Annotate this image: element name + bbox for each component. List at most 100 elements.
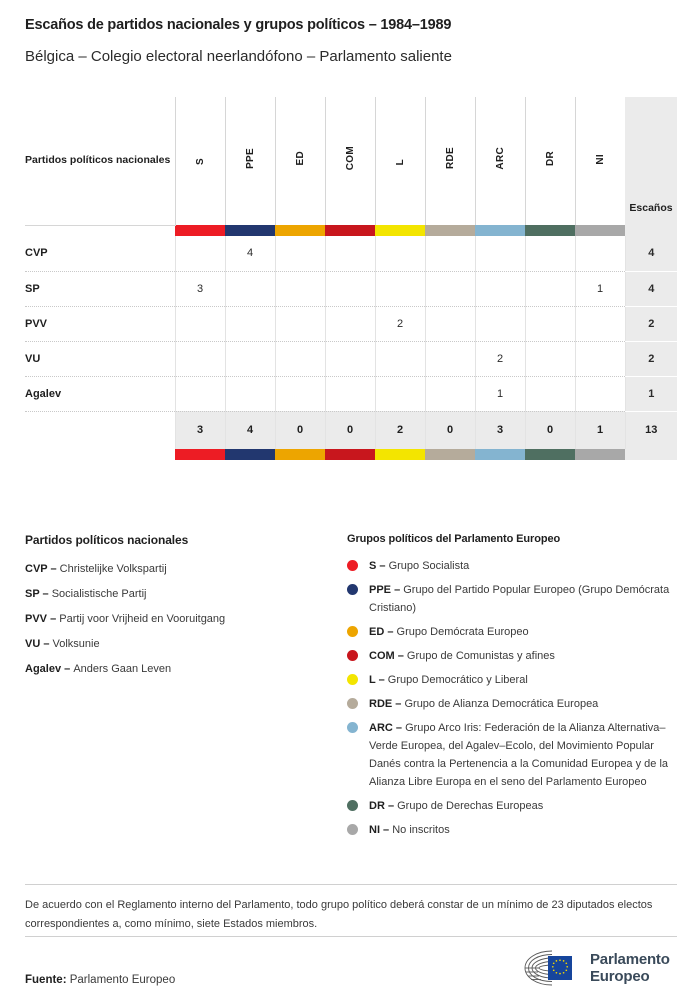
national-parties-legend: Partidos políticos nacionales CVP – Chri… [25,533,325,685]
column-total-cell: 2 [374,411,425,449]
seat-cell [524,271,575,307]
group-column-header-l: L [374,97,425,225]
seat-cell [524,341,575,377]
color-swatch [375,225,425,236]
legend-name: No inscritos [392,824,450,836]
legend-abbr: COM – [369,650,407,662]
legend-text: COM – Grupo de Comunistas y afines [369,647,555,665]
table-foot: 3 4 0 0 2 0 3 0 1 13 [25,411,677,460]
legend-text: S – Grupo Socialista [369,557,469,575]
color-swatch [175,449,225,460]
legend-color-dot-icon [347,722,358,733]
ep-logo-line2: Europeo [590,968,650,985]
national-party-legend-item: CVP – Christelijke Volkspartij [25,560,325,578]
color-swatch [525,225,575,236]
seat-cell [224,306,275,342]
seat-cell [424,306,475,342]
legend-name: Partij voor Vrijheid en Vooruitgang [59,613,226,625]
group-color-cell-bottom-arc [475,449,525,460]
seats-table-container: Partidos políticos nacionales S PPE ED COM L… [25,97,677,460]
legend-abbr: VU – [25,638,53,650]
seat-cell: 3 [174,271,225,307]
row-total-cell: 4 [624,236,677,272]
group-color-cell-bottom-l [375,449,425,460]
seat-cell [574,236,625,272]
party-column-header: Partidos políticos nacionales [25,97,175,226]
source-value: Parlamento Europeo [66,974,176,986]
source-line: Fuente: Parlamento Europeo [25,974,175,986]
group-column-header-ppe: PPE [224,97,275,225]
group-color-cell-com [325,225,375,236]
column-total-cell: 3 [174,411,225,449]
political-group-legend-item: PPE – Grupo del Partido Popular Europeo … [347,581,677,617]
page-title: Escaños de partidos nacionales y grupos … [25,17,452,33]
seat-cell [324,236,375,272]
seats-table: Partidos políticos nacionales S PPE ED COM L… [25,97,677,460]
row-party-label: SP [25,271,175,307]
seat-cell: 4 [224,236,275,272]
ep-logo-wordmark: Parlamento Europeo [590,951,670,985]
national-party-legend-item: PVV – Partij voor Vrijheid en Vooruitgan… [25,610,325,628]
legend-abbr: Agalev – [25,663,74,675]
seat-cell [324,306,375,342]
seat-cell [174,236,225,272]
seat-cell [274,306,325,342]
legend-name: Grupo Socialista [388,560,470,572]
seat-cell: 2 [474,341,525,377]
group-color-cell-ed [275,225,325,236]
group-color-cell-rde [425,225,475,236]
legend-name: Grupo Demócrata Europeo [396,626,529,638]
group-color-cell-bottom-ni [575,449,625,460]
color-swatch [275,449,325,460]
seat-cell [274,236,325,272]
group-column-header-label: ED [294,151,306,166]
legend-abbr: ARC – [369,722,406,734]
color-swatch [225,449,275,460]
seat-cell [224,271,275,307]
seat-cell [374,376,425,412]
legend-abbr: DR – [369,800,398,812]
political-group-legend-item: L – Grupo Democrático y Liberal [347,671,677,689]
legend-name: Socialistische Partij [51,588,147,600]
legend-abbr: CVP – [25,563,60,575]
seat-cell: 1 [574,271,625,307]
group-color-cell-ni [575,225,625,236]
political-group-legend-item: ARC – Grupo Arco Iris: Federación de la … [347,719,677,791]
legend-text: L – Grupo Democrático y Liberal [369,671,528,689]
seat-cell [324,376,375,412]
column-total-cell: 4 [224,411,275,449]
political-group-legend-item: DR – Grupo de Derechas Europeas [347,797,677,815]
seat-cell [524,236,575,272]
footnote: De acuerdo con el Reglamento interno del… [25,899,653,930]
group-column-header-label: NI [594,154,606,165]
group-color-cell-s [175,225,225,236]
seat-cell [574,341,625,377]
seat-cell [224,341,275,377]
page-subtitle: Bélgica – Colegio electoral neerlandófon… [25,48,452,65]
row-party-label: PVV [25,306,175,342]
european-parliament-logo: Parlamento Europeo [522,948,670,988]
national-parties-legend-title: Partidos políticos nacionales [25,533,189,547]
seat-cell [374,271,425,307]
legend-name: Grupo de Alianza Democrática Europea [404,698,599,710]
source-label: Fuente: [25,974,67,986]
group-color-cell-bottom-ppe [225,449,275,460]
seat-cell [424,271,475,307]
legend-abbr: PPE – [369,584,404,596]
row-total-cell: 1 [624,376,677,412]
legend-color-dot-icon [347,560,358,571]
table-row: SP 3 1 4 [25,271,677,307]
totals-row-label [25,411,175,449]
legend-name: Anders Gaan Leven [73,663,172,675]
group-column-header-ni: NI [574,97,625,225]
legend-name: Christelijke Volkspartij [59,563,167,575]
color-swatch [225,225,275,236]
strip-spacer [25,225,175,236]
group-color-cell-arc [475,225,525,236]
column-total-cell: 0 [424,411,475,449]
column-total-cell: 1 [574,411,625,449]
legend-text: DR – Grupo de Derechas Europeas [369,797,543,815]
national-party-legend-item: Agalev – Anders Gaan Leven [25,660,325,678]
seat-cell [574,376,625,412]
